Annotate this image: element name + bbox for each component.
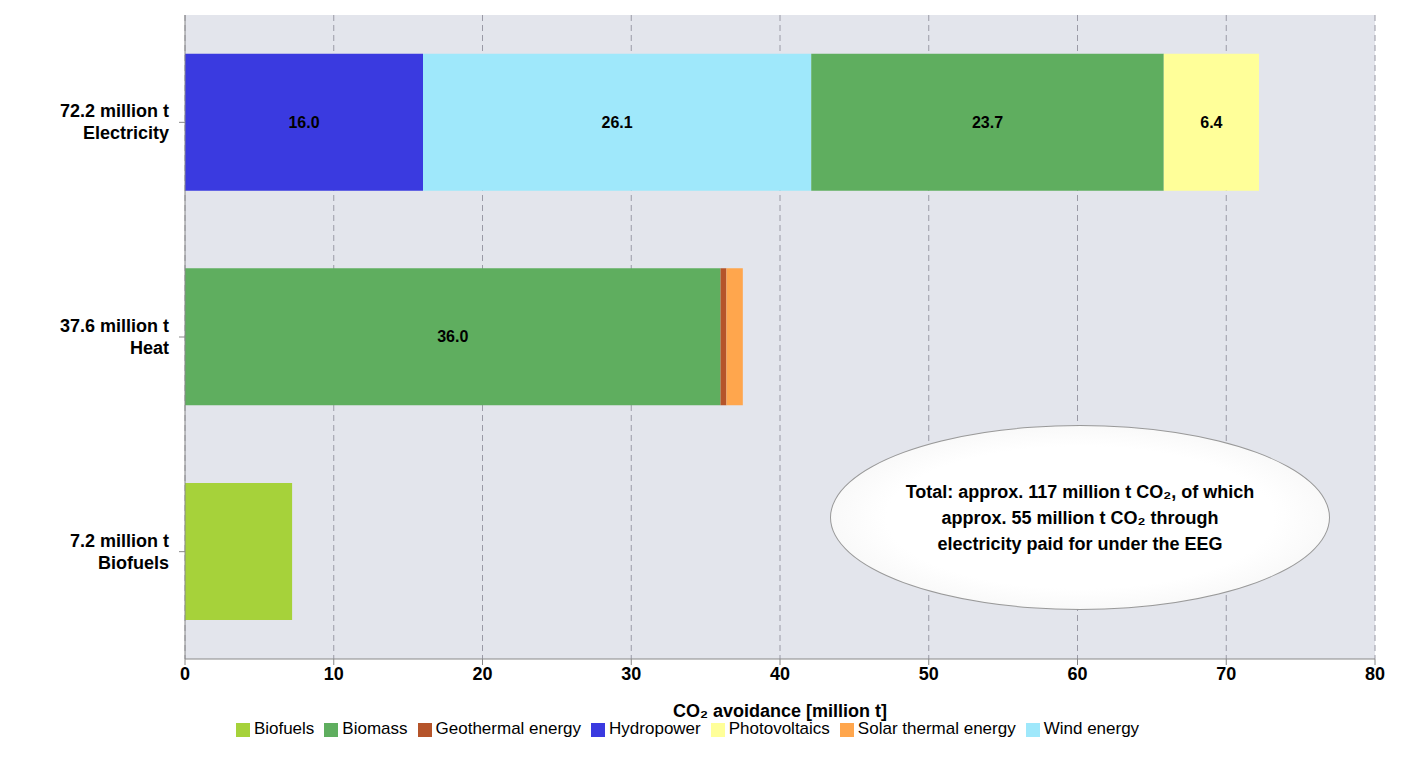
svg-text:50: 50 xyxy=(919,664,939,684)
svg-text:26.1: 26.1 xyxy=(602,114,633,131)
html-text:Hydropower: Hydropower xyxy=(609,719,701,738)
html-text:Solar thermal energy: Solar thermal energy xyxy=(857,719,1016,738)
svg-text:72.2 million tElectricity: 72.2 million tElectricity xyxy=(60,101,169,143)
svg-text:10: 10 xyxy=(324,664,344,684)
svg-text:60: 60 xyxy=(1067,664,1087,684)
svg-text:CO₂ avoidance [million t]: CO₂ avoidance [million t] xyxy=(673,701,887,721)
svg-text:23.7: 23.7 xyxy=(972,114,1003,131)
svg-text:20: 20 xyxy=(472,664,492,684)
svg-text:7.2 million tBiofuels: 7.2 million tBiofuels xyxy=(70,531,169,573)
html-text:Biomass: Biomass xyxy=(342,719,408,738)
svg-text:16.0: 16.0 xyxy=(288,114,319,131)
svg-text:80: 80 xyxy=(1365,664,1385,684)
svg-text:40: 40 xyxy=(770,664,790,684)
html-text:Total: approx. 117 million t C: Total: approx. 117 million t CO₂, of whi… xyxy=(905,481,1255,554)
html-text:Biofuels: Biofuels xyxy=(253,719,315,738)
html-text:Wind energy: Wind energy xyxy=(1043,719,1140,738)
html-text:Photovoltaics: Photovoltaics xyxy=(728,719,830,738)
svg-text:36.0: 36.0 xyxy=(437,328,468,345)
html-text:Geothermal energy: Geothermal energy xyxy=(435,719,582,738)
svg-text:30: 30 xyxy=(621,664,641,684)
svg-text:70: 70 xyxy=(1216,664,1236,684)
svg-text:6.4: 6.4 xyxy=(1200,114,1222,131)
svg-text:0: 0 xyxy=(180,664,190,684)
svg-text:37.6 million tHeat: 37.6 million tHeat xyxy=(60,316,169,358)
